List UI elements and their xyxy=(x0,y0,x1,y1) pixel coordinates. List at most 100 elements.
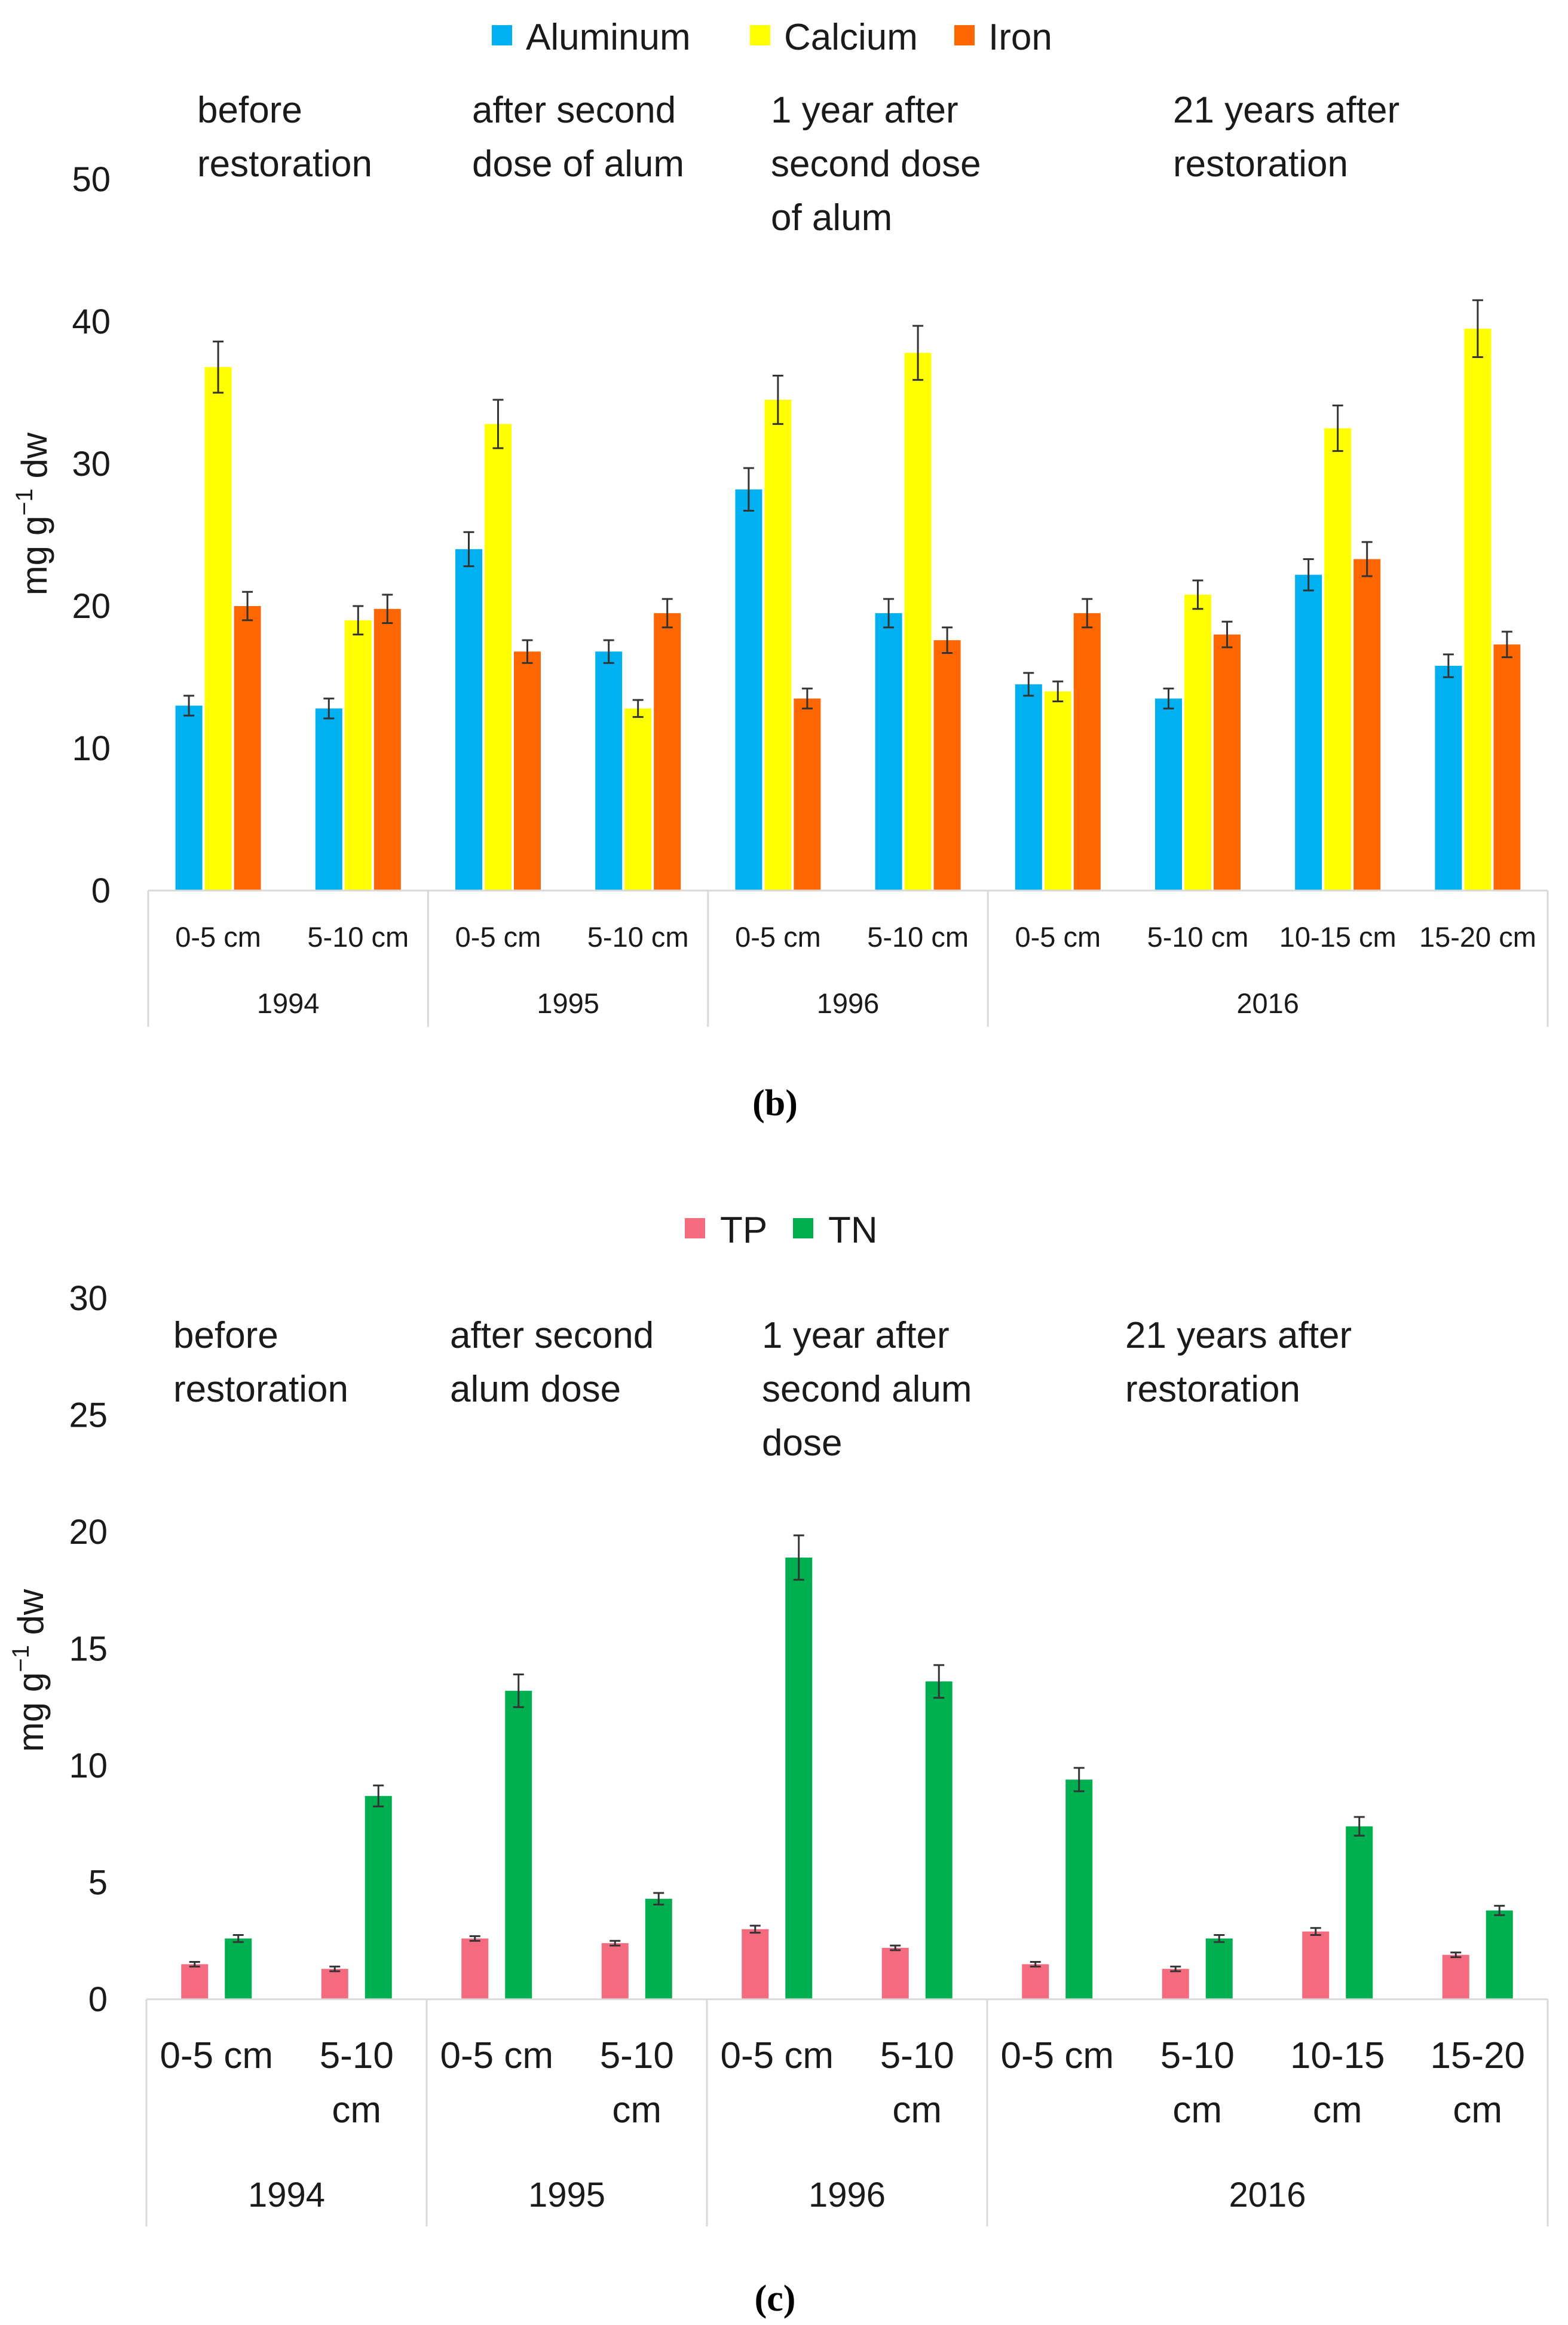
annotation-4: 21 years after restoration xyxy=(1173,90,1399,185)
x-category-label: 5-10 cm xyxy=(307,921,409,953)
annotation-3: 1 year after second dose of alum xyxy=(771,90,981,238)
x-category-line: cm xyxy=(612,2090,662,2131)
annotation-3: 1 year after second alum dose xyxy=(762,1315,972,1464)
bar-iron-6 xyxy=(933,640,961,891)
bar-calcium-7 xyxy=(1044,691,1071,891)
annotation-line: after second xyxy=(472,90,676,131)
bar-tn-7 xyxy=(1065,1779,1093,1999)
bar-tp-4 xyxy=(601,1943,629,1999)
annotation-1: before restoration xyxy=(197,90,372,185)
annotation-line: restoration xyxy=(197,143,372,185)
x-category-label: 5-10 cm xyxy=(320,2035,394,2131)
annotation-line: 1 year after xyxy=(771,90,958,131)
bar-iron-9 xyxy=(1353,559,1381,891)
bar-tp-9 xyxy=(1302,1931,1330,1999)
panel-b-label: (b) xyxy=(752,1083,798,1124)
bar-aluminum-3 xyxy=(455,549,482,891)
panel-c-label: (c) xyxy=(755,2278,796,2319)
panel-b-y-ticks: 0 10 20 30 40 50 xyxy=(72,160,111,910)
annotation-line: before xyxy=(197,90,302,131)
bar-aluminum-5 xyxy=(735,489,762,891)
x-category-line: 10-15 cm xyxy=(1279,921,1396,953)
bar-tn-9 xyxy=(1346,1826,1373,1999)
bar-iron-3 xyxy=(514,651,541,891)
y-tick-label: 10 xyxy=(72,729,111,768)
annotation-line: after second xyxy=(450,1315,654,1356)
bar-tn-8 xyxy=(1205,1938,1233,1999)
panel-b-annotations: before restoration after second dose of alu… xyxy=(197,90,1399,238)
x-category-label: 0-5 cm xyxy=(440,2035,553,2076)
panel-c-bars xyxy=(181,1534,1513,1999)
bar-calcium-1 xyxy=(204,367,232,891)
bar-calcium-10 xyxy=(1464,328,1492,891)
x-group-label-1994: 1994 xyxy=(248,2176,325,2214)
x-category-line: 0-5 cm xyxy=(175,921,261,953)
bar-aluminum-6 xyxy=(875,613,902,891)
bar-iron-5 xyxy=(794,698,821,891)
x-category-label: 5-10 cm xyxy=(1160,2035,1235,2131)
y-tick-label: 20 xyxy=(69,1513,108,1552)
bar-aluminum-8 xyxy=(1155,698,1182,891)
bar-aluminum-1 xyxy=(175,705,203,891)
y-tick-label: 10 xyxy=(69,1746,108,1785)
x-category-line: 0-5 cm xyxy=(735,921,821,953)
y-tick-label: 0 xyxy=(91,871,111,910)
bar-calcium-9 xyxy=(1324,428,1352,891)
bar-calcium-8 xyxy=(1184,594,1211,891)
legend-swatch-iron xyxy=(954,25,975,45)
bar-tn-10 xyxy=(1486,1910,1513,1999)
bar-tp-5 xyxy=(742,1929,769,1999)
bar-iron-2 xyxy=(373,608,401,891)
bar-calcium-3 xyxy=(485,424,512,891)
panel-b-y-axis-label: mg g−1 dw xyxy=(11,432,54,595)
x-category-line: 5-10 cm xyxy=(587,921,689,953)
annotation-2: after second alum dose xyxy=(450,1315,654,1410)
x-category-label: 15-20 cm xyxy=(1430,2035,1525,2131)
panel-c-legend: TP TN xyxy=(685,1210,878,1251)
x-category-line: 0-5 cm xyxy=(721,2035,834,2076)
annotation-line: before xyxy=(173,1315,278,1356)
y-tick-label: 30 xyxy=(69,1279,108,1318)
bar-tp-8 xyxy=(1162,1969,1189,1999)
x-category-line: 0-5 cm xyxy=(1001,2035,1114,2076)
x-category-label: 0-5 cm xyxy=(735,921,821,953)
annotation-line: 1 year after xyxy=(762,1315,950,1356)
bar-tp-6 xyxy=(881,1947,909,1999)
panel-c-annotations: before restoration after second alum dose 1 … xyxy=(173,1315,1352,1464)
bar-aluminum-4 xyxy=(595,651,623,891)
y-tick-label: 15 xyxy=(69,1630,108,1669)
legend-label-calcium: Calcium xyxy=(784,17,918,58)
panel-b-legend: Aluminum Calcium Iron xyxy=(492,17,1052,58)
x-category-line: 0-5 cm xyxy=(455,921,541,953)
bar-tn-2 xyxy=(365,1795,392,1999)
y-axis-label-text: mg g−1 dw xyxy=(11,432,54,595)
bar-tp-2 xyxy=(321,1969,348,1999)
legend-swatch-tp xyxy=(685,1218,705,1238)
x-group-label-1995: 1995 xyxy=(528,2176,605,2214)
x-category-label: 0-5 cm xyxy=(160,2035,273,2076)
annotation-line: second alum xyxy=(762,1369,972,1410)
x-category-label: 15-20 cm xyxy=(1419,921,1536,953)
annotation-line: 21 years after xyxy=(1173,90,1399,131)
x-group-label-2016: 2016 xyxy=(1229,2176,1306,2214)
x-category-label: 0-5 cm xyxy=(1015,921,1101,953)
x-category-label: 5-10 cm xyxy=(880,2035,954,2131)
bar-iron-1 xyxy=(234,606,261,891)
legend-label-tn: TN xyxy=(828,1210,878,1251)
x-category-line: cm xyxy=(332,2090,381,2131)
x-category-line: cm xyxy=(892,2090,942,2131)
x-category-label: 5-10 cm xyxy=(1147,921,1249,953)
y-tick-label: 30 xyxy=(72,445,111,484)
panel-b-x-axis: 0-5 cm 5-10 cm 0-5 cm 5-10 cm 0-5 cm 5-10 cm 0… xyxy=(147,889,1549,1027)
y-tick-label: 40 xyxy=(72,302,111,341)
panel-c-chart: TP TN mg g−1 dw 0 5 10 15 20 25 30 before resto… xyxy=(8,1210,1549,2319)
bar-calcium-2 xyxy=(344,620,372,891)
x-category-label: 0-5 cm xyxy=(175,921,261,953)
x-category-line: 0-5 cm xyxy=(160,2035,273,2076)
x-category-line: 5-10 cm xyxy=(867,921,969,953)
bar-tp-7 xyxy=(1022,1964,1049,1999)
x-category-line: 5-10 cm xyxy=(1147,921,1249,953)
x-group-label-1994: 1994 xyxy=(257,987,320,1019)
x-category-label: 5-10 cm xyxy=(587,921,689,953)
bar-iron-8 xyxy=(1214,634,1241,891)
